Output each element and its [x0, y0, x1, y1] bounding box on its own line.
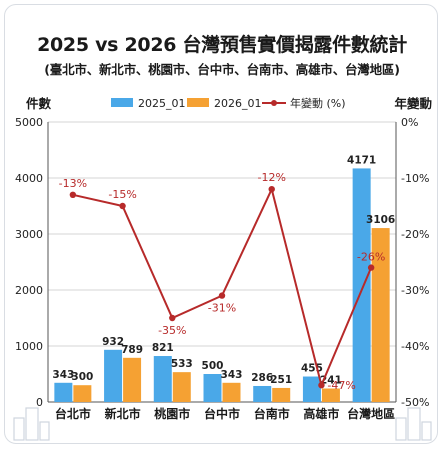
bar-2025 [253, 385, 272, 402]
yoy-change-point [169, 314, 176, 322]
yoy-change-point [218, 292, 226, 299]
yoy-change-point [367, 264, 375, 271]
yoy-change-label: -47% [327, 379, 355, 392]
yoy-change-label: -26% [357, 251, 385, 264]
bar-2025-value-label: 343 [52, 369, 74, 381]
x-tick-label: 台北市 [55, 406, 91, 421]
bar-2025 [352, 168, 371, 402]
bar-2025-value-label: 500 [202, 360, 224, 372]
y-axis-title: 件數 [26, 96, 52, 111]
y2-tick-label: -30% [401, 284, 429, 297]
chart-title: 2025 vs 2026 台灣預售實價揭露件數統計 [37, 34, 407, 56]
bar-2026-value-label: 789 [121, 344, 143, 356]
y-tick-label: 0 [36, 396, 43, 409]
bar-2026-value-label: 533 [171, 358, 193, 370]
y-tick-label: 3000 [15, 228, 43, 241]
x-tick-label: 台中市 [204, 406, 240, 421]
buildings-right-icon [395, 407, 432, 441]
bar-2026-value-label: 251 [270, 374, 292, 386]
bar-2026 [222, 382, 241, 402]
legend-line-marker [271, 100, 277, 106]
legend-label-change: 年變動 (%) [290, 96, 346, 110]
bar-2026 [321, 388, 340, 402]
y2-tick-label: -10% [401, 172, 429, 185]
bar-2025 [54, 382, 73, 402]
x-tick-label: 台南市 [254, 406, 290, 421]
bar-2025-value-label: 455 [301, 363, 323, 375]
bar-2026-value-label: 300 [71, 371, 93, 383]
buildings-left-icon [13, 407, 50, 441]
x-tick-label: 桃園市 [154, 406, 190, 421]
bar-2025-value-label: 286 [251, 372, 273, 384]
bar-2026 [73, 385, 92, 402]
chart-subtitle: (臺北市、新北市、桃園市、台中市、台南市、高雄市、台灣地區) [44, 62, 400, 77]
y-tick-label: 4000 [15, 172, 43, 185]
bar-2026-value-label: 343 [221, 369, 243, 381]
bar-2026 [272, 387, 291, 402]
yoy-change-label: -12% [258, 171, 286, 184]
y2-tick-label: 0% [401, 116, 418, 129]
yoy-change-point [268, 186, 275, 193]
yoy-change-label: -31% [208, 302, 236, 315]
bar-2025 [302, 376, 321, 402]
legend-label-2026: 2026_01 [214, 97, 262, 110]
yoy-change-point [318, 382, 325, 389]
y2-axis-title: 年變動 [394, 96, 432, 111]
legend-label-2025: 2025_01 [138, 97, 186, 110]
yoy-change-point [119, 202, 126, 210]
y-tick-label: 2000 [15, 284, 43, 297]
y2-tick-label: -50% [401, 396, 429, 409]
bar-2026 [371, 228, 390, 402]
legend-swatch-2026 [187, 98, 209, 107]
yoy-change-label: -35% [158, 324, 186, 337]
bar-2026 [123, 357, 142, 402]
x-tick-label: 台灣地區 [347, 406, 395, 421]
yoy-change-label: -13% [59, 177, 87, 190]
bar-2026-value-label: 3106 [366, 214, 395, 226]
y2-tick-label: -20% [401, 228, 429, 241]
x-tick-label: 高雄市 [303, 406, 339, 421]
bar-2026 [172, 372, 191, 402]
bar-2025 [153, 356, 172, 402]
bar-2025-value-label: 821 [152, 342, 174, 354]
x-tick-label: 新北市 [105, 406, 141, 421]
bar-2025 [203, 374, 222, 402]
y-tick-label: 5000 [15, 116, 43, 129]
bar-2025-value-label: 932 [102, 336, 124, 348]
bar-2025-value-label: 4171 [347, 154, 376, 166]
y-tick-label: 1000 [15, 340, 43, 353]
legend-swatch-2025 [111, 98, 133, 107]
bar-2025 [104, 349, 123, 402]
yoy-change-point [69, 191, 77, 198]
y2-tick-label: -40% [401, 340, 429, 353]
yoy-change-label: -15% [108, 188, 136, 201]
